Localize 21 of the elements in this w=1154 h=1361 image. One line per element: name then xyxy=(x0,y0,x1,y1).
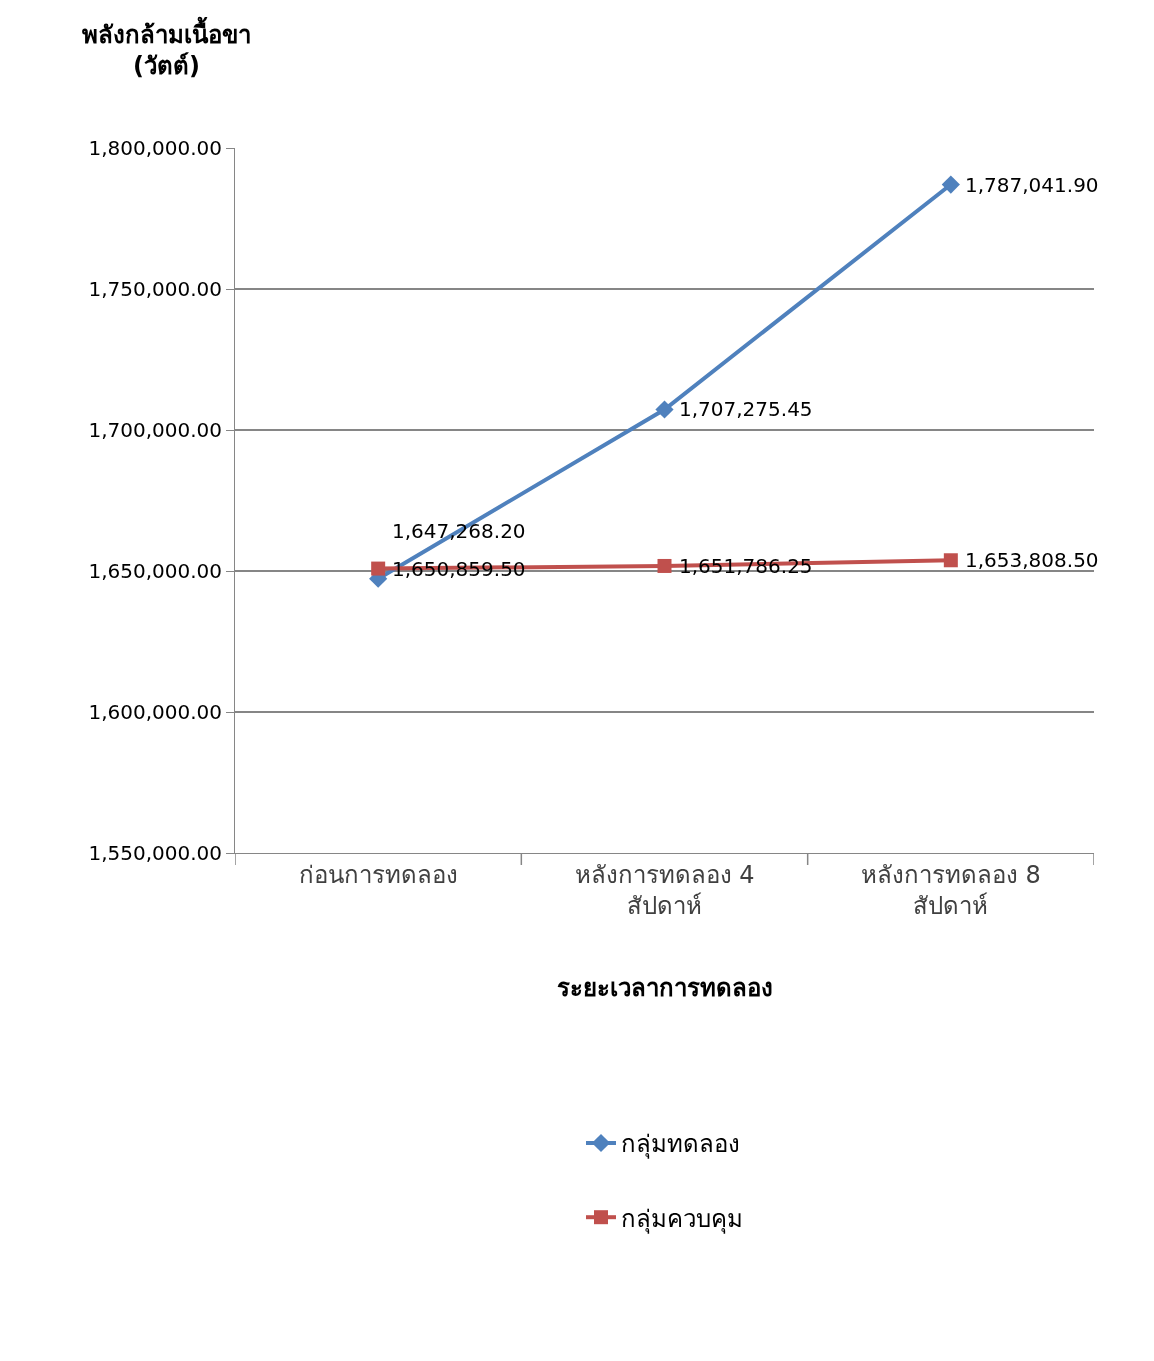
y-axis-title: พลังกล้ามเนื้อขา (วัตต์) xyxy=(82,16,251,81)
data-label: 1,653,808.50 xyxy=(965,548,1099,572)
legend-label: กลุ่มควบคุม xyxy=(621,1204,743,1234)
x-tick-label: ก่อนการทดลอง xyxy=(298,860,458,889)
y-tick-label: 1,550,000.00 xyxy=(88,841,222,865)
legend-label: กลุ่มทดลอง xyxy=(621,1130,740,1160)
y-tick-label: 1,800,000.00 xyxy=(88,136,222,160)
x-tick-label: หลังการทดลอง 4 สัปดาห์ xyxy=(574,860,755,920)
point xyxy=(371,561,386,576)
point xyxy=(655,400,674,419)
point xyxy=(943,553,958,568)
point xyxy=(941,175,960,194)
y-tick-label: 1,650,000.00 xyxy=(88,559,222,583)
y-tick-label: 1,700,000.00 xyxy=(88,418,222,442)
point xyxy=(657,558,672,573)
x-tick-label: หลังการทดลอง 8 สัปดาห์ xyxy=(860,860,1041,920)
y-tick-label: 1,600,000.00 xyxy=(88,700,222,724)
data-label: 1,787,041.90 xyxy=(965,173,1099,197)
x-axis-title: ระยะเวลาการทดลอง xyxy=(556,974,773,1003)
data-label: 1,707,275.45 xyxy=(679,397,813,421)
y-tick-label: 1,750,000.00 xyxy=(88,277,222,301)
